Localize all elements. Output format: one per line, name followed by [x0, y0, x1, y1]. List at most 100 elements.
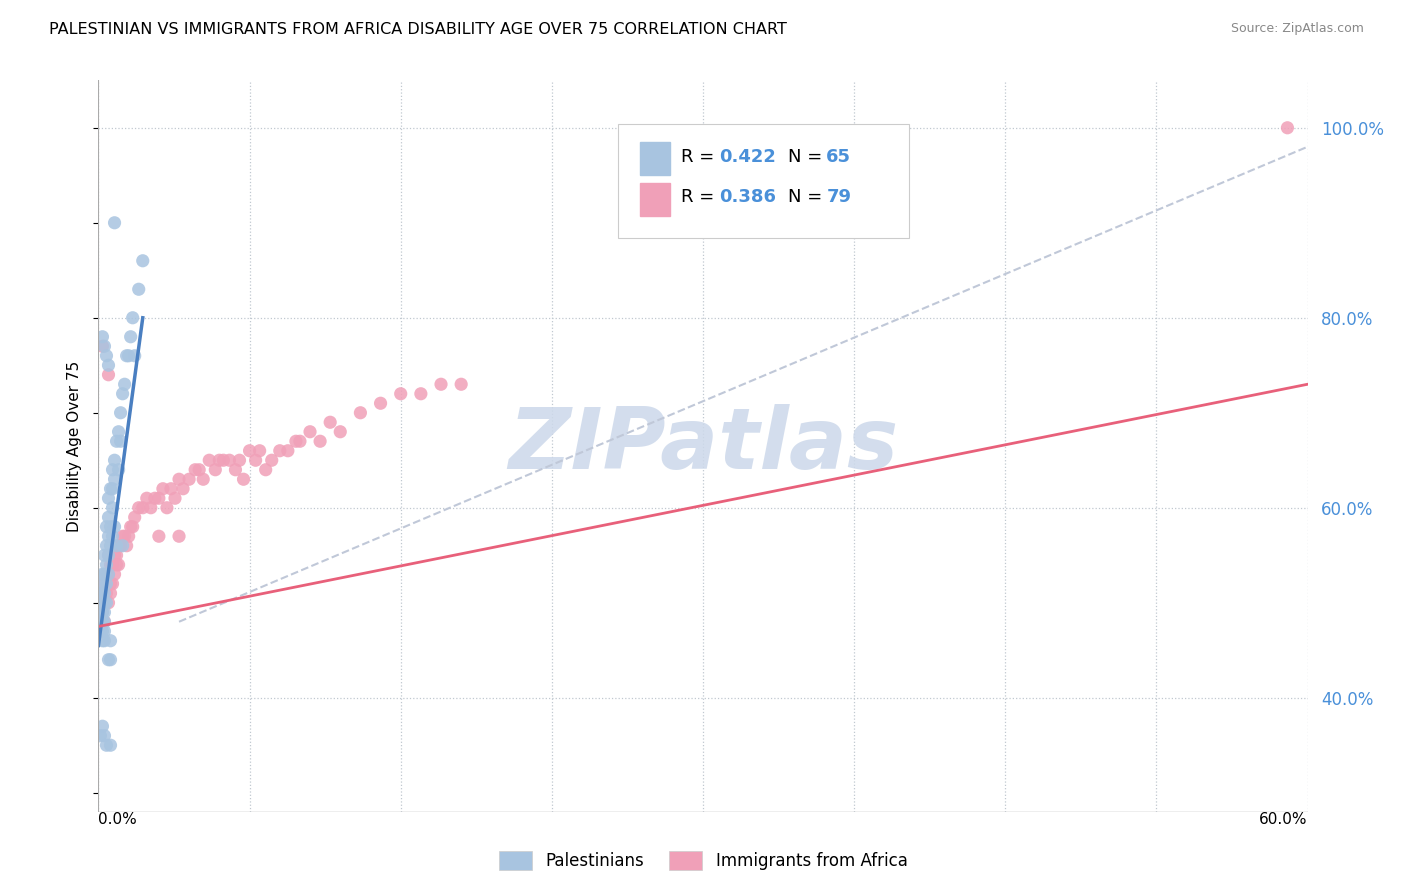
Point [89, 729, 111, 743]
Point [254, 463, 277, 477]
Point [100, 633, 122, 648]
Point [93, 567, 115, 582]
Point [349, 406, 371, 420]
Point [284, 434, 307, 449]
Point [91, 605, 114, 619]
Point [100, 576, 122, 591]
Point [105, 548, 128, 562]
Point [115, 539, 138, 553]
Legend: Palestinians, Immigrants from Africa: Palestinians, Immigrants from Africa [492, 844, 914, 877]
Point [93, 576, 115, 591]
Point [91, 576, 114, 591]
Point [97, 529, 120, 543]
Point [167, 529, 190, 543]
Point [110, 434, 132, 449]
Point [91, 586, 114, 600]
Point [105, 558, 128, 572]
Text: 60.0%: 60.0% [1260, 812, 1308, 827]
Point [97, 358, 120, 372]
Point [172, 482, 194, 496]
Point [93, 615, 115, 629]
Point [188, 463, 211, 477]
Text: Source: ZipAtlas.com: Source: ZipAtlas.com [1230, 22, 1364, 36]
Point [329, 425, 352, 439]
Point [96, 558, 118, 572]
Point [91, 330, 114, 344]
Point [93, 729, 115, 743]
Point [100, 539, 122, 553]
Point [93, 633, 115, 648]
Point [120, 330, 142, 344]
Point [156, 500, 179, 515]
Text: 0.422: 0.422 [718, 148, 776, 166]
Point [103, 216, 125, 230]
Point [160, 482, 183, 496]
Point [1277, 120, 1299, 135]
Point [450, 377, 472, 392]
Point [93, 596, 115, 610]
Point [208, 453, 231, 467]
Point [148, 491, 170, 506]
Point [228, 453, 250, 467]
Point [139, 500, 162, 515]
Point [91, 605, 114, 619]
Point [105, 539, 128, 553]
Point [111, 386, 134, 401]
Point [93, 624, 115, 639]
Point [179, 472, 201, 486]
Point [148, 529, 170, 543]
Point [91, 615, 114, 629]
Point [124, 510, 146, 524]
Point [111, 529, 134, 543]
Point [97, 653, 120, 667]
Point [97, 596, 120, 610]
Point [100, 738, 122, 752]
Point [110, 406, 132, 420]
Point [97, 567, 120, 582]
Point [249, 443, 271, 458]
Text: R =: R = [682, 148, 720, 166]
Point [107, 425, 129, 439]
Point [96, 567, 118, 582]
Point [118, 349, 141, 363]
Point [91, 624, 114, 639]
Text: R =: R = [682, 188, 720, 206]
Point [97, 368, 120, 382]
Point [132, 500, 155, 515]
Point [409, 386, 432, 401]
Point [96, 520, 118, 534]
Point [93, 586, 115, 600]
Point [91, 586, 114, 600]
Point [100, 482, 122, 496]
Text: N =: N = [787, 148, 828, 166]
Point [93, 615, 115, 629]
Point [370, 396, 392, 410]
Point [132, 253, 155, 268]
Point [91, 719, 114, 733]
Point [91, 339, 114, 353]
Point [96, 586, 118, 600]
Point [121, 520, 143, 534]
Point [97, 510, 120, 524]
Point [309, 434, 332, 449]
Point [103, 520, 125, 534]
Point [114, 377, 136, 392]
Text: 0.0%: 0.0% [98, 812, 138, 827]
Point [96, 738, 118, 752]
Point [89, 605, 111, 619]
Point [101, 482, 124, 496]
Point [193, 472, 215, 486]
Point [100, 558, 122, 572]
Point [239, 443, 262, 458]
Point [89, 596, 111, 610]
Point [101, 576, 124, 591]
Point [103, 472, 125, 486]
Y-axis label: Disability Age Over 75: Disability Age Over 75 [67, 360, 83, 532]
Point [89, 615, 111, 629]
Text: N =: N = [787, 188, 828, 206]
Point [204, 463, 226, 477]
Point [100, 586, 122, 600]
Point [97, 548, 120, 562]
Point [111, 539, 134, 553]
Point [103, 567, 125, 582]
